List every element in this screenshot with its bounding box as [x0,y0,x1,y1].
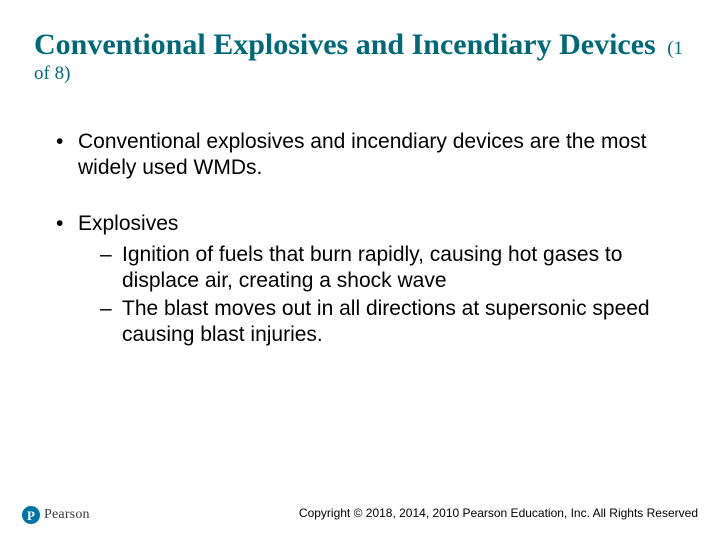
bullet-list: Conventional explosives and incendiary d… [34,129,686,349]
copyright-text: Copyright © 2018, 2014, 2010 Pearson Edu… [299,506,698,520]
sub-bullet-text: Ignition of fuels that burn rapidly, cau… [122,243,622,292]
sub-bullet-item: The blast moves out in all directions at… [100,296,686,349]
bullet-item: Explosives Ignition of fuels that burn r… [56,211,686,348]
bullet-item: Conventional explosives and incendiary d… [56,129,686,182]
bullet-text: Conventional explosives and incendiary d… [78,130,647,179]
pearson-logo-text: Pearson [44,507,90,523]
sub-bullet-text: The blast moves out in all directions at… [122,297,650,346]
slide-title: Conventional Explosives and Incendiary D… [34,28,686,85]
pearson-logo: P Pearson [22,506,90,524]
sub-bullet-list: Ignition of fuels that burn rapidly, cau… [78,242,686,349]
pearson-logo-letter: P [27,509,35,522]
bullet-text: Explosives [78,212,178,235]
pearson-logo-icon: P [22,506,40,524]
sub-bullet-item: Ignition of fuels that burn rapidly, cau… [100,242,686,295]
title-main: Conventional Explosives and Incendiary D… [34,28,663,61]
